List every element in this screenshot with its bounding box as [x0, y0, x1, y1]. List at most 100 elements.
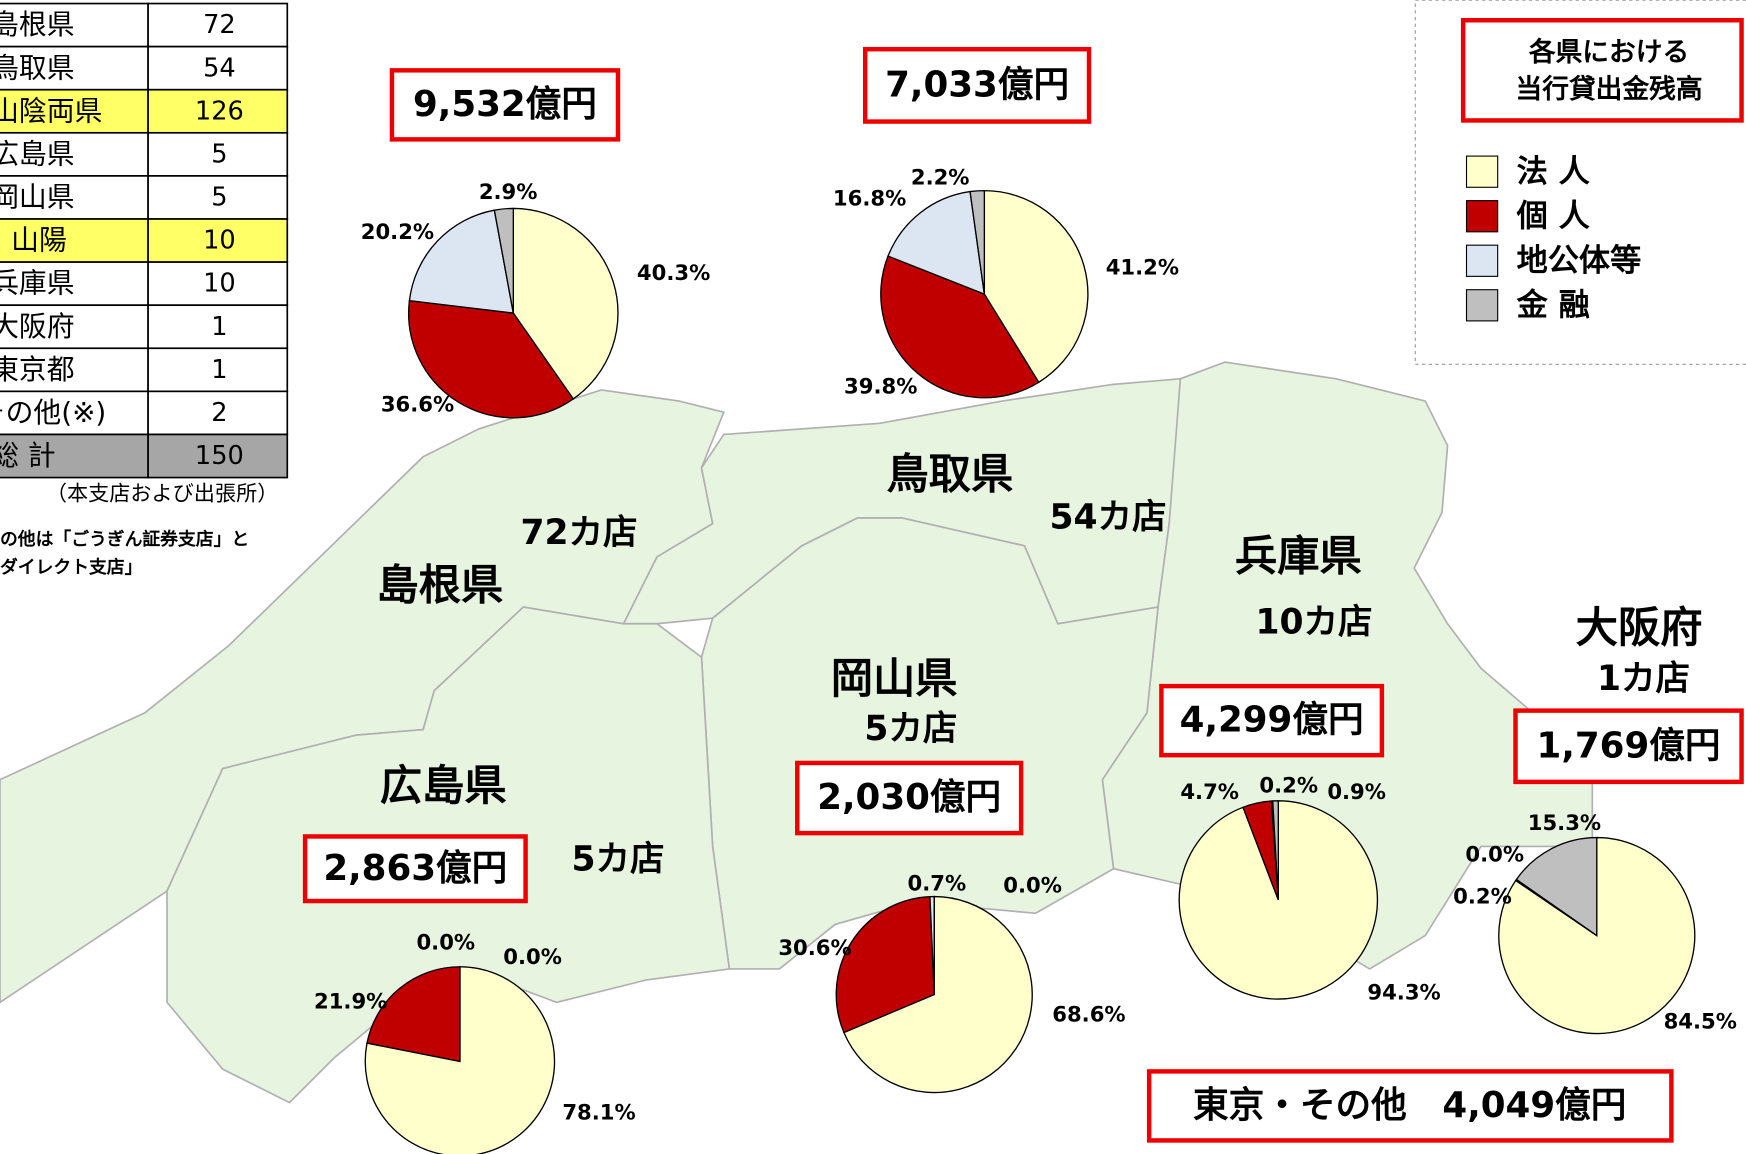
- legend-label: 地公体等: [1517, 243, 1642, 279]
- region-name: 兵庫県: [1235, 532, 1362, 581]
- region-name: 島根県: [376, 561, 503, 610]
- store-count: 54カ店: [1049, 498, 1166, 538]
- amount-label: 2,863億円: [323, 848, 507, 889]
- table-cell: [147, 390, 289, 436]
- pie-slice: [1515, 836, 1598, 937]
- row-label: 総 計: [0, 439, 56, 472]
- row-value: 54: [203, 53, 236, 83]
- legend-label: 金 融: [1516, 287, 1590, 323]
- legend-swatch: [1465, 155, 1499, 188]
- pie-label: 41.2%: [1106, 255, 1179, 280]
- other-total: 東京・その他 4,049億円: [1193, 1085, 1626, 1126]
- row-value: 1: [211, 312, 227, 342]
- pies: 9,532億円 40.3% 36.6% 20.2% 2.9% 7,033億円 41.2% 39…: [302, 46, 1744, 1154]
- legend-title-box: [1460, 18, 1744, 123]
- amount-label: 9,532億円: [413, 84, 597, 125]
- pie-slice: [835, 895, 935, 1034]
- amount-box: [862, 46, 1092, 124]
- pie-slice: [408, 209, 515, 314]
- pie-slice: [512, 207, 619, 400]
- legend-label: 法 人: [1517, 154, 1591, 190]
- row-label: 鳥取県: [0, 51, 75, 84]
- region-name: 広島県: [380, 761, 507, 810]
- store-count: 5カ店: [864, 709, 957, 749]
- pie-label: 0.0%: [1003, 873, 1062, 898]
- table-cell: [0, 390, 149, 436]
- amount-label: 1,769億円: [1537, 725, 1721, 766]
- row-value: 126: [195, 96, 244, 126]
- amount-label: 4,299億円: [1180, 700, 1364, 741]
- pie-label: 20.2%: [361, 219, 434, 244]
- pie-label: 40.3%: [637, 260, 710, 285]
- row-label: 島根県: [0, 8, 75, 41]
- pie-slice: [983, 189, 1089, 384]
- pie-label: 39.8%: [844, 374, 917, 399]
- pie-label: 68.6%: [1052, 1002, 1125, 1027]
- row-value: 2: [211, 398, 227, 428]
- row-value: 10: [203, 269, 236, 299]
- row-label: 東京都: [0, 353, 75, 386]
- region-name: 大阪府: [1576, 603, 1703, 652]
- total-box: [1146, 1069, 1674, 1143]
- table-cell: [0, 261, 149, 307]
- pie-slice: [887, 190, 986, 296]
- amount-box: [1513, 708, 1744, 785]
- pie-label: 94.3%: [1367, 979, 1440, 1004]
- store-count: 1カ店: [1597, 659, 1690, 699]
- row-label: 大阪府: [0, 310, 75, 343]
- pie-label: 84.5%: [1664, 1008, 1737, 1033]
- row-label: その他(※): [0, 396, 106, 429]
- amount-label: 2,030億円: [817, 777, 1001, 818]
- table-cell: [147, 88, 289, 134]
- row-value: 5: [211, 139, 227, 169]
- amount-box: [1159, 683, 1385, 758]
- table-cell: [0, 175, 149, 220]
- table-cell: [0, 433, 149, 479]
- pie-label: 2.2%: [911, 164, 970, 189]
- amount-label: 7,033億円: [885, 64, 1069, 105]
- pie-label: 0.7%: [908, 870, 967, 895]
- row-value: 72: [203, 10, 236, 40]
- pie-label: 0.2%: [1259, 772, 1318, 797]
- pie-label: 0.9%: [1327, 779, 1386, 804]
- pie-label: 4.7%: [1180, 779, 1239, 804]
- store-table: 島根県 72 鳥取県 54 山陰両県 126 広島県 5 岡山県 5 山陽 10 兵庫県 10 大阪府 1 東京…: [0, 2, 289, 479]
- pie-label: 16.8%: [833, 186, 906, 211]
- table-cell: [147, 218, 289, 263]
- store-count: 5カ店: [571, 839, 664, 879]
- pie-slice: [366, 966, 461, 1063]
- region-name: 岡山県: [831, 654, 958, 703]
- amount-box: [389, 68, 621, 142]
- pie-label: 0.0%: [503, 944, 562, 969]
- row-value: 1: [211, 355, 227, 385]
- legend-title: 各県における: [1528, 36, 1689, 68]
- pie-label: 15.3%: [1528, 810, 1601, 835]
- row-label: 山陰両県: [0, 94, 102, 127]
- table-cell: [0, 347, 149, 393]
- table-cell: [147, 304, 289, 350]
- legend-swatch: [1465, 244, 1499, 277]
- table-cell: [147, 347, 289, 393]
- pie-slice: [880, 255, 1040, 399]
- pie-label: 78.1%: [562, 1100, 635, 1125]
- row-label: 岡山県: [0, 181, 75, 214]
- legend-swatch: [1465, 289, 1499, 322]
- legend-swatch: [1465, 200, 1499, 233]
- amount-box: [302, 834, 528, 904]
- store-count: 10カ店: [1255, 602, 1372, 642]
- row-value: 5: [211, 183, 227, 213]
- pie-slice: [843, 895, 1033, 1094]
- pie-label: 0.2%: [1453, 884, 1512, 909]
- table-cell: [0, 2, 149, 48]
- footnote: の他は「ごうぎん証券支店」と: [0, 528, 249, 550]
- pie-label: 30.6%: [778, 935, 851, 960]
- pie-label: 2.9%: [479, 179, 538, 204]
- table-cell: [0, 88, 149, 134]
- region-name: 鳥取県: [886, 449, 1013, 498]
- pie-label: 0.0%: [1465, 841, 1524, 866]
- table-cell: [147, 433, 289, 479]
- pie-slice: [1272, 800, 1279, 900]
- row-value: 150: [195, 441, 244, 471]
